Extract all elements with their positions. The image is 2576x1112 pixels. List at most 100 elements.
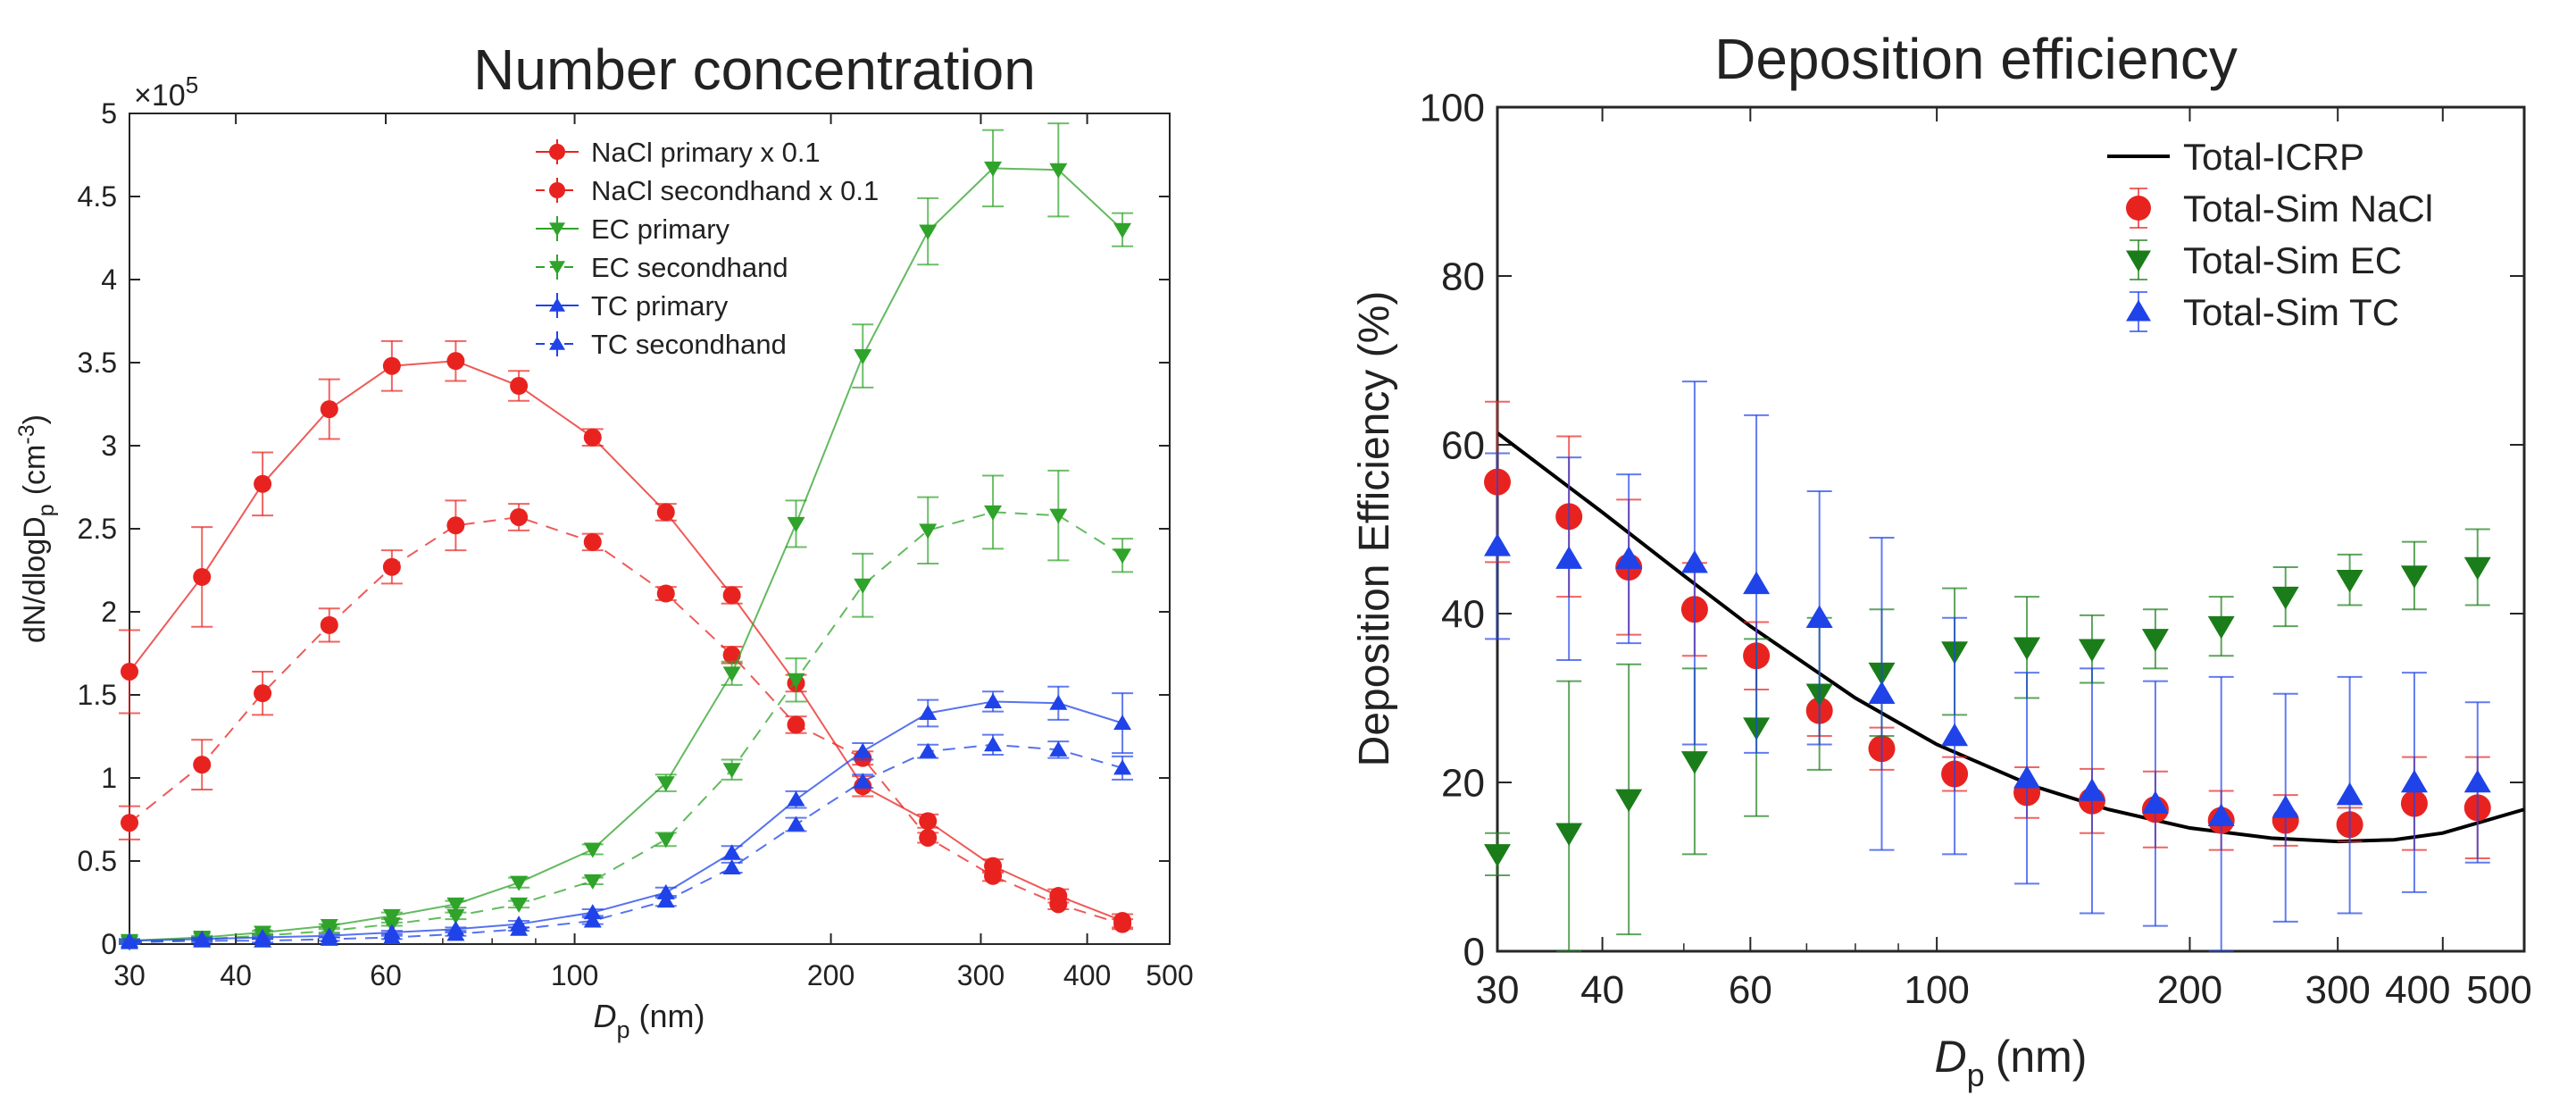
right-legend-swatch-marker (2126, 299, 2151, 322)
series-tc-primary-point (787, 790, 805, 807)
series-tc-secondhand-point (583, 912, 602, 928)
series-nacl-primary-x-0-1 (119, 339, 1134, 930)
series-ec-primary-point (510, 875, 529, 891)
series-tc-secondhand-point (320, 930, 338, 946)
l-y-tick-label: 3 (101, 430, 117, 462)
series-nacl-primary-x-0-1-line (129, 360, 1123, 922)
series-nacl-secondhand-x-0-1-point (193, 756, 212, 774)
series-tc-secondhand-point (656, 892, 675, 908)
series-nacl-primary-x-0-1-point (382, 356, 401, 375)
series-tc-secondhand-point (1113, 759, 1132, 775)
right-x-axis-label: Dp (nm) (1935, 1032, 2088, 1093)
left-y-exponent-power: 5 (186, 71, 198, 98)
series-ec-secondhand-line (129, 511, 1123, 944)
series-tc-primary-point (722, 844, 741, 860)
l-x-tick-label: 60 (370, 959, 402, 991)
right-legend: Total-ICRP Total-Sim NaCl Total-Sim EC Tota… (2107, 136, 2433, 333)
series-tc-secondhand-point (787, 815, 805, 832)
series-nacl-secondhand-x-0-1-point (583, 532, 602, 551)
left-legend-swatch-marker (549, 297, 565, 312)
l-x-tick-label: 30 (113, 959, 146, 991)
series-total-sim-tc-point (1805, 605, 1833, 628)
series-ec-secondhand-point (510, 897, 529, 913)
series-tc-secondhand-point (254, 932, 272, 948)
right-legend-label: Total-Sim TC (2183, 291, 2399, 333)
right-xlabel-sub: p (1967, 1057, 1985, 1093)
left-ylabel-sub: p (34, 504, 59, 516)
series-total-sim-tc-point (1615, 546, 1643, 569)
left-legend-label: TC secondhand (591, 329, 787, 360)
series-total-sim-ec-point (1615, 789, 1643, 813)
left-xlabel-main: D (593, 998, 616, 1034)
series-total-sim-tc-point (2078, 778, 2105, 801)
series-tc-primary-point (919, 704, 938, 720)
series-total-sim-tc-point (1941, 723, 1969, 747)
series-ec-primary-point (919, 224, 938, 240)
l-y-tick-label: 0 (101, 928, 117, 960)
right-legend-label: Total-Sim EC (2183, 239, 2402, 281)
series-tc-secondhand-point (1049, 740, 1068, 757)
series-tc-secondhand-point (510, 920, 529, 936)
series-nacl-primary-x-0-1-point (254, 474, 272, 493)
series-nacl-secondhand-x-0-1-point (1049, 895, 1068, 914)
left-legend-label: EC primary (591, 213, 730, 245)
l-y-tick-label: 1 (101, 762, 117, 794)
series-total-sim-tc-point (1484, 533, 1511, 556)
left-x-axis-label: Dp (nm) (593, 998, 704, 1043)
series-nacl-secondhand-x-0-1-point (984, 866, 1003, 885)
series-ec-secondhand-point (656, 832, 675, 849)
l-x-tick-label: 300 (957, 959, 1005, 991)
series-ec-secondhand-point (854, 578, 872, 594)
right-legend-swatch-marker (2126, 196, 2151, 221)
left-legend-label: TC primary (591, 290, 729, 322)
series-nacl-secondhand-x-0-1-point (510, 507, 529, 526)
series-total-sim-tc-point (2336, 782, 2363, 806)
l-y-tick-label: 4.5 (78, 180, 117, 213)
right-xlabel-unit: (nm) (1996, 1032, 2088, 1082)
series-nacl-primary-x-0-1-point (320, 400, 338, 419)
left-ylabel-unit: (cm (18, 445, 52, 496)
series-tc-secondhand-point (854, 773, 872, 789)
series-tc-primary-line (129, 700, 1123, 942)
series-total-sim-ec-point (1680, 751, 1708, 774)
right-chart-title: Deposition efficiency (1714, 27, 2238, 91)
number-concentration-chart: Number concentration ×105 00.511.522.533… (14, 38, 1194, 1043)
left-legend: NaCl primary x 0.1 NaCl secondhand x 0.1 E… (536, 137, 879, 360)
series-ec-primary-point (854, 349, 872, 365)
series-tc-secondhand-line (129, 743, 1123, 944)
l-y-tick-label: 4 (101, 263, 117, 296)
series-nacl-secondhand-x-0-1-point (722, 646, 741, 665)
series-tc-primary-point (854, 742, 872, 758)
series-ec-secondhand-point (919, 523, 938, 539)
left-legend-swatch-marker (549, 336, 565, 350)
left-y-exponent: ×105 (134, 71, 198, 113)
r-x-tick-label: 60 (1729, 968, 1772, 1012)
left-legend-label: NaCl primary x 0.1 (591, 137, 821, 168)
series-nacl-secondhand-x-0-1-point (382, 557, 401, 576)
series-tc-primary-point (1113, 715, 1132, 731)
r-y-tick-label: 40 (1441, 592, 1485, 636)
series-tc-secondhand-point (121, 933, 138, 949)
series-nacl-secondhand-x-0-1-point (787, 715, 805, 734)
series-ec-primary (119, 122, 1134, 949)
series-ec-primary-point (583, 842, 602, 858)
series-nacl-secondhand-x-0-1-point (320, 615, 338, 634)
series-total-sim-tc-point (1680, 550, 1708, 573)
series-total-sim-tc-point (1555, 546, 1583, 569)
right-series-group (1484, 380, 2525, 952)
series-ec-secondhand-point (984, 505, 1003, 521)
right-y-axis: 0 20 40 60 80 100 (1420, 86, 2524, 974)
series-total-sim-ec-point (2207, 615, 2235, 640)
series-nacl-secondhand-x-0-1-point (656, 584, 675, 603)
series-nacl-secondhand-x-0-1-point (919, 828, 938, 847)
series-nacl-primary-x-0-1-point (446, 352, 465, 371)
l-x-tick-label: 400 (1063, 959, 1111, 991)
right-y-axis-label: Deposition Efficiency (%) (1351, 291, 1398, 767)
series-tc-primary-point (1049, 694, 1068, 710)
series-ec-primary-line (129, 167, 1123, 942)
r-y-tick-label: 0 (1463, 930, 1485, 974)
series-tc-secondhand-point (984, 736, 1003, 752)
l-y-tick-label: 2.5 (78, 513, 117, 545)
series-nacl-secondhand-x-0-1-line (129, 515, 1123, 925)
